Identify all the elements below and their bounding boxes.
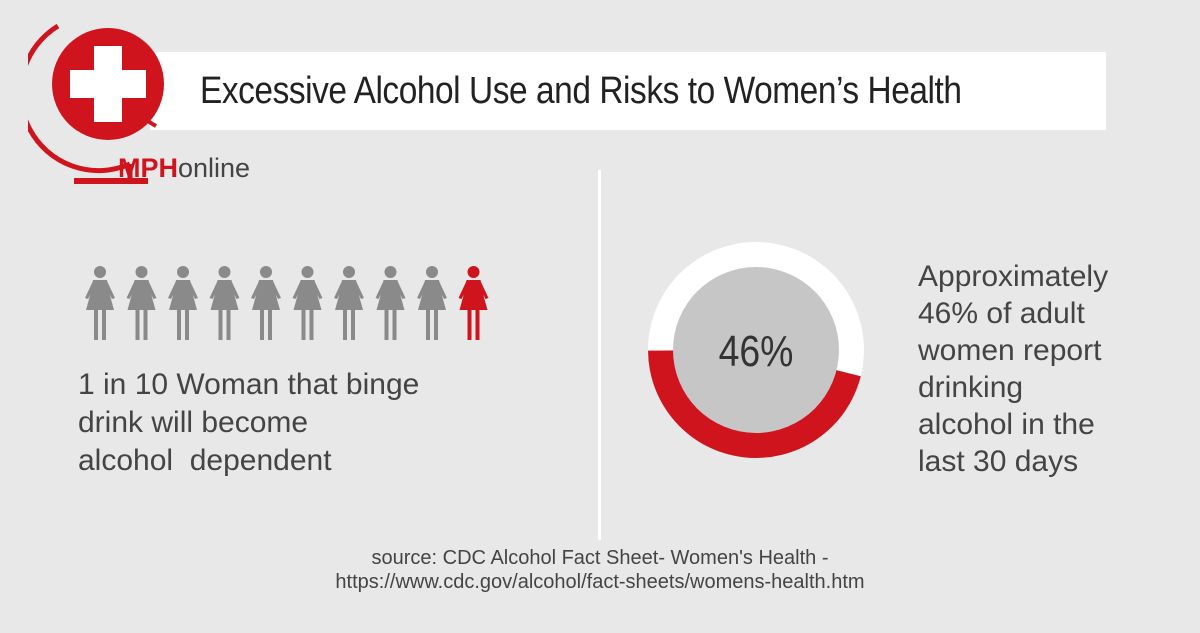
woman-figure bbox=[334, 266, 364, 340]
donut-percent-label: 46% bbox=[719, 326, 794, 376]
medical-cross-globe-icon bbox=[28, 23, 164, 184]
binge-line-1: 1 in 10 Woman that binge bbox=[78, 368, 420, 401]
woman-figure bbox=[251, 266, 281, 340]
woman-figures-row bbox=[85, 266, 489, 340]
woman-figure bbox=[126, 266, 157, 340]
title-banner bbox=[150, 52, 1106, 130]
stat-line-2: 46% of adult bbox=[918, 297, 1085, 330]
page-title: Excessive Alcohol Use and Risks to Women… bbox=[200, 70, 962, 112]
donut-center bbox=[673, 267, 839, 433]
source-link[interactable]: https://www.cdc.gov/alcohol/fact-sheets/… bbox=[335, 571, 865, 593]
stat-line-4: drinking bbox=[918, 371, 1024, 404]
source-citation: source: CDC Alcohol Fact Sheet- Women's … bbox=[230, 546, 970, 594]
stat-line-1: Approximately bbox=[918, 260, 1109, 293]
woman-figure bbox=[417, 266, 447, 340]
stat-line-3: women report bbox=[918, 334, 1102, 367]
woman-figure-highlighted bbox=[458, 266, 489, 340]
stat-line-5: alcohol in the bbox=[918, 408, 1095, 441]
woman-figure bbox=[209, 266, 240, 340]
percent-donut: 46% bbox=[648, 242, 864, 458]
brand-bold: MPH bbox=[118, 153, 178, 183]
woman-figure bbox=[375, 266, 406, 340]
drinking-statistic: Approximately 46% of adult women report … bbox=[918, 258, 1178, 480]
woman-figure bbox=[85, 266, 115, 340]
woman-figure bbox=[168, 266, 198, 340]
divider bbox=[598, 170, 601, 540]
binge-line-2: drink will become bbox=[78, 406, 309, 439]
stat-line-6: last 30 days bbox=[918, 445, 1079, 478]
woman-figure bbox=[292, 266, 323, 340]
source-line-1: source: CDC Alcohol Fact Sheet- Women's … bbox=[371, 547, 829, 569]
binge-statistic: 1 in 10 Woman that binge drink will beco… bbox=[78, 366, 518, 480]
brand-rest: online bbox=[178, 153, 251, 183]
binge-line-3: alcohol dependent bbox=[78, 444, 332, 477]
brand-logo-text: MPHonline bbox=[118, 150, 250, 186]
